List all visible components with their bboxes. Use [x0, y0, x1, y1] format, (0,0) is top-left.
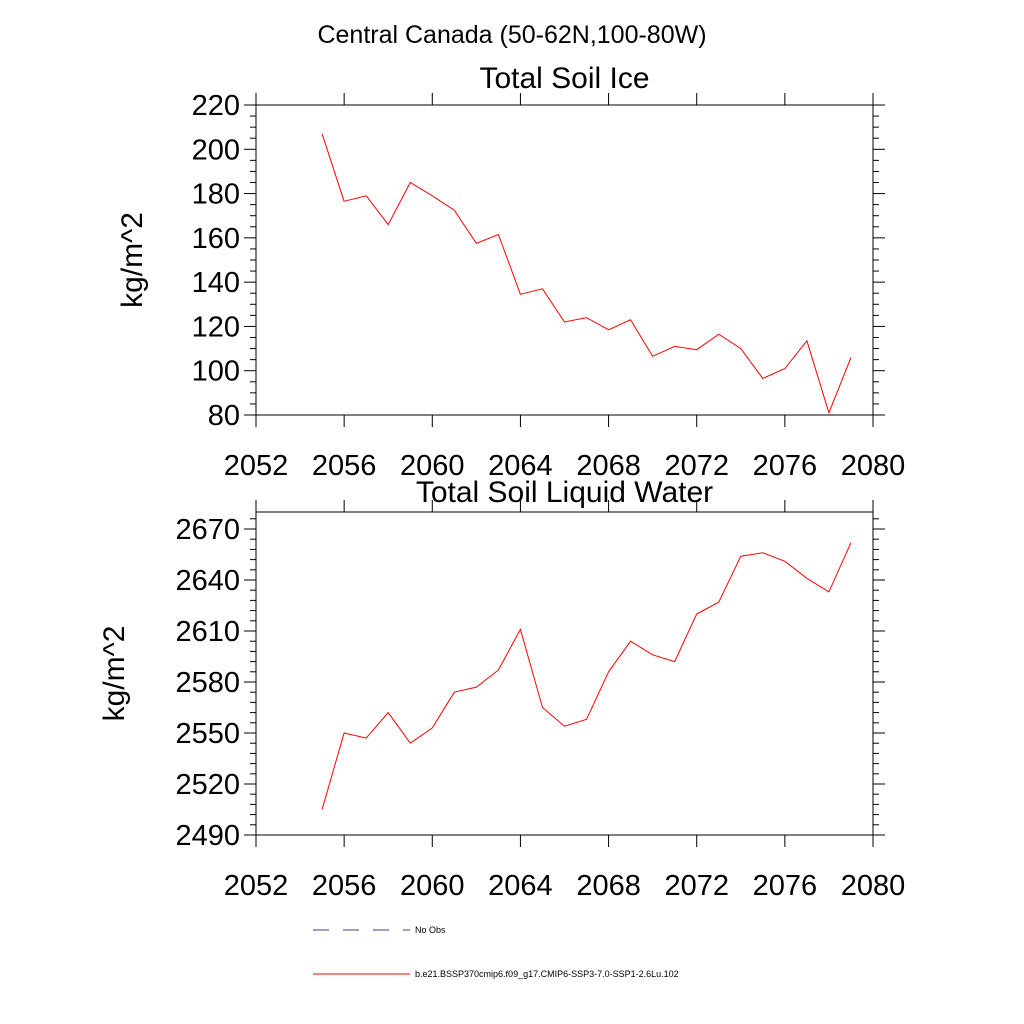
panel-1-x-tick-label: 2068: [576, 870, 641, 902]
panel-0-series-line-0: [321, 133, 852, 415]
panel-0-x-tick-label: 2076: [753, 450, 818, 482]
panel-1-x-tick-label: 2064: [488, 870, 553, 902]
panel-1-x-tick-label: 2056: [312, 870, 377, 902]
panel-1-x-tick-label: 2072: [664, 870, 729, 902]
panel-0-y-tick-label: 180: [192, 179, 240, 211]
panel-0-y-tick-label: 220: [192, 90, 240, 122]
panel-1-y-tick-label: 2640: [175, 565, 240, 597]
panel-0-y-tick-label: 80: [208, 400, 240, 432]
panel-1-y-axis-label: kg/m^2: [98, 626, 131, 722]
panel-0-x-tick-label: 2068: [576, 450, 641, 482]
figure-suptitle: Central Canada (50-62N,100-80W): [317, 21, 706, 49]
legend: No Obs b.e21.BSSP370cmip6.f09_g17.CMIP6-…: [313, 925, 679, 979]
panel-1-y-tick-label: 2580: [175, 667, 240, 699]
panel-0-y-tick-label: 160: [192, 223, 240, 255]
panel-0-x-tick-label: 2056: [312, 450, 377, 482]
panel-1-x-tick-label: 2080: [841, 870, 906, 902]
panel-1-series-line-0: [321, 542, 852, 810]
panel-1-y-tick-label: 2550: [175, 718, 240, 750]
legend-label-model: b.e21.BSSP370cmip6.f09_g17.CMIP6-SSP3-7.…: [415, 969, 679, 979]
panel-1-x-tick-label: 2076: [753, 870, 818, 902]
panel-0-y-tick-label: 200: [192, 134, 240, 166]
panel-1-title: Total Soil Liquid Water: [416, 476, 713, 509]
panel-1-plot-frame: [255, 511, 874, 836]
panel-0-x-tick-label: 2052: [224, 450, 289, 482]
legend-label-no-obs: No Obs: [415, 925, 446, 935]
panel-0-y-axis-label: kg/m^2: [116, 212, 149, 308]
panel-0-plot-frame: [255, 104, 874, 416]
panel-total-soil-ice: Total Soil Ice kg/m^2 2052 2056 2060 2064 2068…: [116, 62, 905, 482]
panel-0-x-tick-label: 2060: [400, 450, 465, 482]
panel-0-x-tick-label: 2080: [841, 450, 906, 482]
panel-0-y-tick-label: 120: [192, 311, 240, 343]
panel-0-x-tick-label: 2072: [664, 450, 729, 482]
panel-1-y-tick-label: 2610: [175, 616, 240, 648]
panel-1-y-tick-label: 2490: [175, 820, 240, 852]
panel-0-title: Total Soil Ice: [479, 62, 649, 95]
panel-1-y-tick-label: 2520: [175, 769, 240, 801]
panel-1-x-tick-label: 2052: [224, 870, 289, 902]
panel-0-x-tick-label: 2064: [488, 450, 553, 482]
panel-0-y-tick-label: 100: [192, 356, 240, 388]
panel-0-y-tick-label: 140: [192, 267, 240, 299]
panel-1-x-tick-label: 2060: [400, 870, 465, 902]
panel-total-soil-liquid-water: Total Soil Liquid Water kg/m^2 2052 2056 206…: [98, 476, 905, 902]
panel-1-y-tick-label: 2670: [175, 514, 240, 546]
